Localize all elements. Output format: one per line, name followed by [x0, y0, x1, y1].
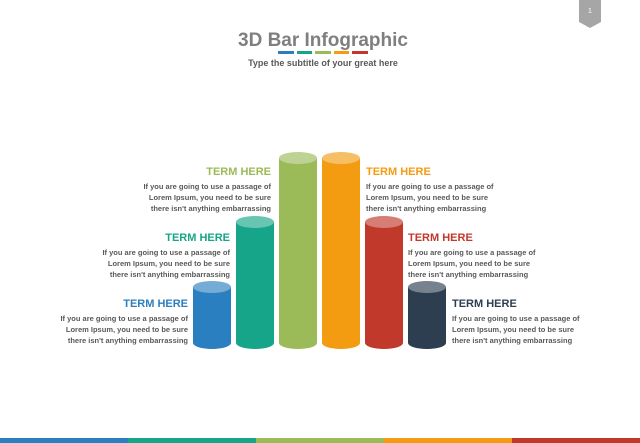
cylinder-top: [236, 216, 274, 228]
cylinder-body: [365, 222, 403, 349]
title-stripe: [296, 51, 313, 54]
term-block-orange: TERM HERE If you are going to use a pass…: [366, 165, 546, 214]
term-block-teal: TERM HERE If you are going to use a pass…: [50, 231, 230, 280]
page-title: 3D Bar Infographic: [238, 30, 408, 51]
cylinder-top: [322, 152, 360, 164]
term-description: If you are going to use a passage of Lor…: [366, 182, 494, 213]
cylinder-body: [322, 158, 360, 349]
bottom-stripe: [512, 438, 640, 443]
term-heading: TERM HERE: [165, 232, 230, 244]
title-stripe: [333, 51, 350, 54]
cylinder-bar: [279, 152, 317, 349]
page-number: 1: [588, 8, 592, 15]
cylinder-body: [236, 222, 274, 349]
bottom-stripe: [384, 438, 512, 443]
bottom-stripe: [0, 438, 128, 443]
cylinder-bar: [193, 281, 231, 349]
term-description: If you are going to use a passage of Lor…: [102, 248, 230, 279]
page-number-badge: 1: [579, 0, 601, 28]
bottom-color-band: [0, 438, 640, 443]
title-stripe: [278, 51, 294, 54]
cylinder-bar: [322, 152, 360, 349]
cylinder-body: [193, 287, 231, 349]
term-heading: TERM HERE: [206, 166, 271, 178]
cylinder-body: [408, 287, 446, 349]
term-description: If you are going to use a passage of Lor…: [60, 314, 188, 345]
cylinder-top: [365, 216, 403, 228]
cylinder-top: [408, 281, 446, 293]
term-heading: TERM HERE: [123, 298, 188, 310]
term-heading: TERM HERE: [366, 166, 431, 178]
cylinder-bar: [365, 216, 403, 349]
term-heading: TERM HERE: [452, 298, 517, 310]
title-stripe: [352, 51, 368, 54]
page-badge-shape: [579, 0, 601, 28]
bottom-stripe: [256, 438, 384, 443]
bottom-stripe: [128, 438, 256, 443]
term-block-blue: TERM HERE If you are going to use a pass…: [8, 297, 188, 346]
term-description: If you are going to use a passage of Lor…: [143, 182, 271, 213]
cylinder-bar: [236, 216, 274, 349]
term-heading: TERM HERE: [408, 232, 473, 244]
title-stripe: [315, 51, 331, 54]
title-color-stripes: [278, 51, 368, 55]
cylinder-top: [279, 152, 317, 164]
term-description: If you are going to use a passage of Lor…: [452, 314, 580, 345]
term-description: If you are going to use a passage of Lor…: [408, 248, 536, 279]
cylinder-bar: [408, 281, 446, 349]
cylinder-body: [279, 158, 317, 349]
term-block-green: TERM HERE If you are going to use a pass…: [91, 165, 271, 214]
term-block-navy: TERM HERE If you are going to use a pass…: [452, 297, 632, 346]
term-block-red: TERM HERE If you are going to use a pass…: [408, 231, 588, 280]
page-subtitle: Type the subtitle of your great here: [248, 58, 398, 68]
cylinder-top: [193, 281, 231, 293]
